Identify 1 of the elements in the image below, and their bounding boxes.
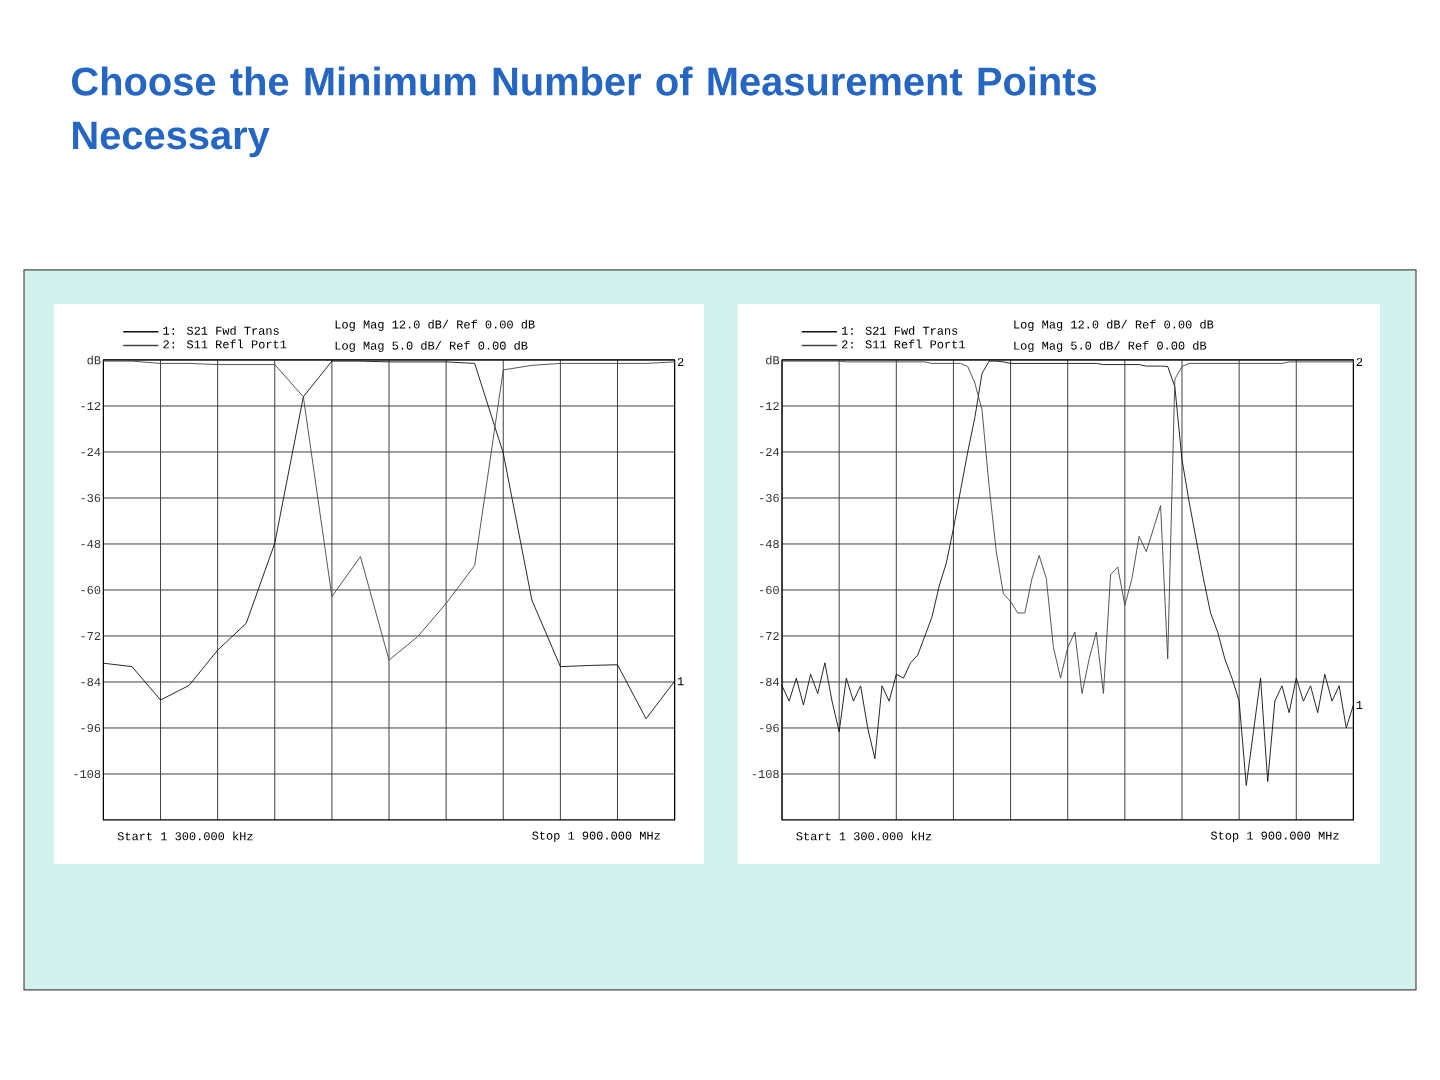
chart-title: Choose the Minimum Number of Measurement Points Necessary — [72, 66, 1097, 158]
